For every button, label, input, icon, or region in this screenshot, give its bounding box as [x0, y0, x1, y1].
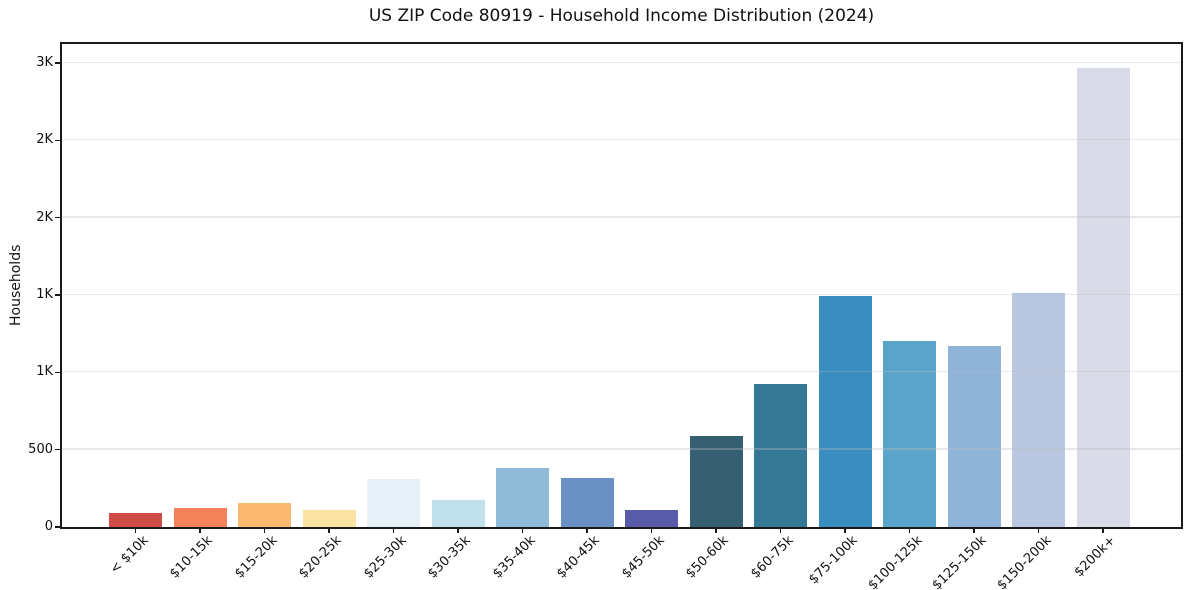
bar-50-60k — [689, 435, 743, 527]
x-tick-label: $45-50k — [618, 533, 668, 582]
x-tick-mark — [521, 527, 524, 533]
x-tick-label: $40-45k — [554, 533, 603, 582]
y-tick-mark — [55, 294, 61, 296]
bar-10-15k — [173, 508, 227, 527]
bar-30-35k — [431, 500, 485, 527]
bar-15-20k — [238, 503, 292, 527]
x-tick-mark — [457, 527, 459, 533]
x-tick-label: $35-40k — [489, 533, 539, 582]
x-tick-mark — [392, 527, 395, 533]
x-tick-mark — [586, 527, 588, 533]
x-tick-label: $20-25k — [296, 533, 345, 582]
x-tick-mark — [715, 527, 717, 533]
bar-45-50k — [625, 509, 679, 527]
y-tick-label: 2K — [36, 209, 53, 225]
gridline-1500 — [62, 293, 1181, 295]
y-tick-label: 500 — [28, 441, 53, 457]
bar-10k — [109, 513, 163, 527]
gridline-2000 — [62, 216, 1181, 218]
x-tick-mark — [134, 527, 137, 533]
gridline-1000 — [62, 370, 1181, 373]
x-tick-label: $125-150k — [929, 533, 990, 590]
x-tick-label: $150-200k — [994, 533, 1055, 590]
x-tick-mark — [908, 527, 911, 533]
bar-35-40k — [496, 468, 550, 527]
chart-title: US ZIP Code 80919 - Household Income Dis… — [368, 6, 875, 26]
gridline-2500 — [62, 138, 1181, 141]
x-tick-mark — [263, 527, 266, 533]
y-tick-mark — [55, 526, 61, 528]
x-tick-mark — [973, 527, 975, 533]
y-tick-label: 0 — [44, 519, 53, 534]
x-tick-mark — [1102, 527, 1104, 533]
x-tick-mark — [779, 527, 782, 533]
x-tick-label: $200k+ — [1071, 533, 1119, 581]
x-tick-mark — [844, 527, 846, 533]
bar-25-30k — [367, 479, 421, 527]
x-tick-mark — [1037, 527, 1040, 533]
y-tick-label: 2K — [36, 132, 53, 148]
bar-100-125k — [883, 341, 937, 527]
bar-60-75k — [754, 383, 808, 527]
bar-125-150k — [947, 346, 1001, 527]
gridline-500 — [62, 448, 1181, 450]
x-tick-label: $25-30k — [360, 533, 410, 582]
x-tick-label: $75-100k — [806, 533, 861, 588]
y-tick-label: 1K — [36, 364, 53, 380]
plot-area — [62, 44, 1181, 527]
x-tick-mark — [328, 527, 330, 533]
x-tick-mark — [650, 527, 653, 533]
x-tick-label: $10-15k — [167, 533, 216, 582]
y-tick-mark — [55, 448, 61, 451]
bar-40-45k — [560, 477, 614, 527]
y-tick-mark — [55, 62, 61, 64]
y-tick-mark — [55, 216, 61, 219]
x-tick-label: $60-75k — [747, 533, 797, 582]
bar-20-25k — [302, 510, 356, 527]
y-tick-mark — [55, 139, 61, 142]
x-tick-mark — [199, 527, 201, 533]
bar-200k — [1076, 67, 1130, 527]
y-tick-label: 3K — [36, 55, 53, 70]
x-tick-label: $30-35k — [425, 533, 474, 582]
x-tick-label: < $10k — [107, 533, 152, 578]
bar-75-100k — [818, 295, 872, 527]
y-tick-label: 1K — [36, 287, 53, 302]
x-tick-label: $50-60k — [683, 533, 732, 582]
gridline-3000 — [62, 61, 1181, 63]
x-tick-label: $100-125k — [865, 533, 926, 590]
bar-150-200k — [1012, 293, 1066, 527]
x-tick-label: $15-20k — [231, 533, 281, 582]
y-tick-mark — [55, 371, 61, 374]
